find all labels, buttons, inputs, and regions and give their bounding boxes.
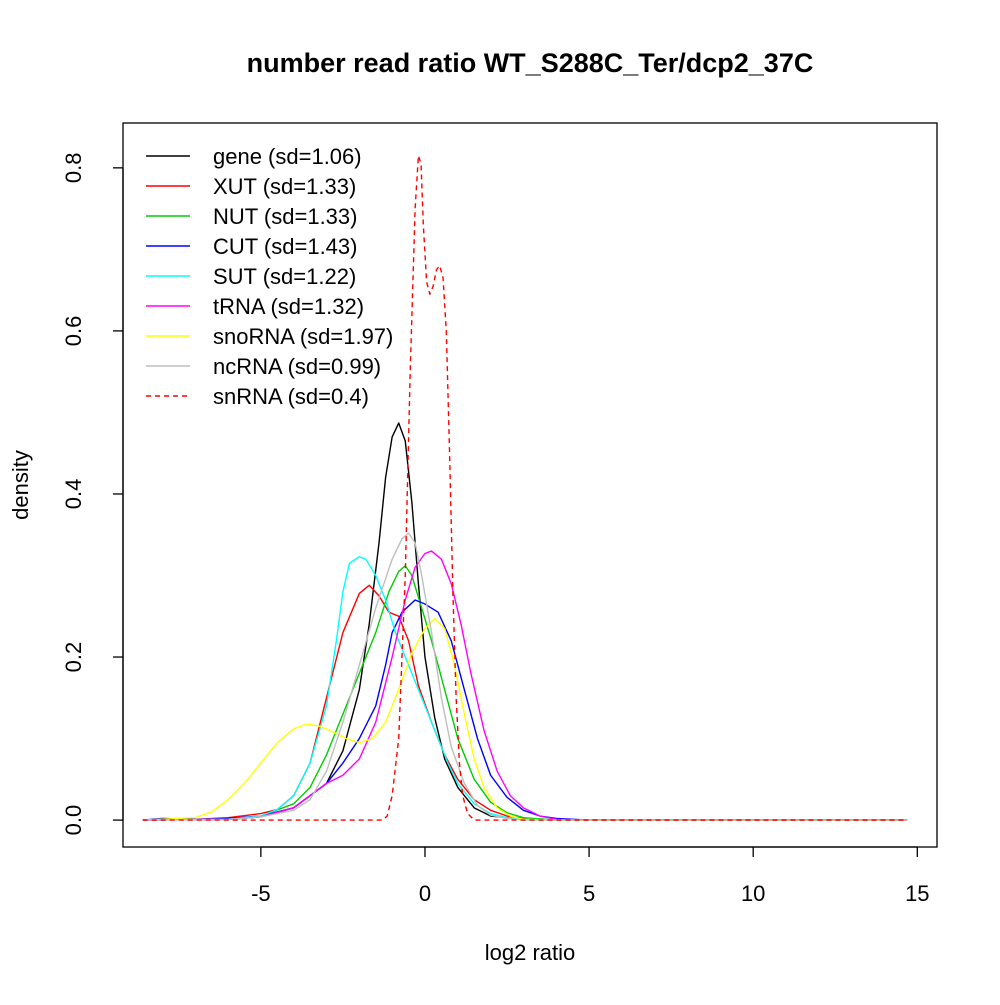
axes-layer: -5 0 5 10 15 0.0 0.2 0.4 0.6 0.8 <box>61 153 930 906</box>
series-line-4 <box>142 556 908 821</box>
y-tick-label-2: 0.4 <box>61 479 86 510</box>
x-axis-label: log2 ratio <box>485 940 576 965</box>
legend: gene (sd=1.06) XUT (sd=1.33) NUT (sd=1.33)… <box>146 144 393 409</box>
x-tick-label-0: -5 <box>251 881 271 906</box>
legend-label-2: NUT (sd=1.33) <box>213 204 357 229</box>
x-tick-label-3: 10 <box>741 881 765 906</box>
legend-label-4: SUT (sd=1.22) <box>213 264 356 289</box>
x-tick-label-1: 0 <box>419 881 431 906</box>
y-axis-label: density <box>8 450 33 520</box>
y-tick-label-1: 0.2 <box>61 642 86 673</box>
plot-layer <box>142 154 908 821</box>
legend-label-7: ncRNA (sd=0.99) <box>213 354 381 379</box>
chart-title: number read ratio WT_S288C_Ter/dcp2_37C <box>247 48 814 78</box>
x-tick-label-2: 5 <box>583 881 595 906</box>
series-line-8 <box>142 154 908 821</box>
legend-label-6: snoRNA (sd=1.97) <box>213 324 393 349</box>
x-tick-label-4: 15 <box>905 881 929 906</box>
series-line-7 <box>142 532 908 821</box>
legend-label-1: XUT (sd=1.33) <box>213 174 356 199</box>
legend-label-8: snRNA (sd=0.4) <box>213 384 369 409</box>
y-tick-label-3: 0.6 <box>61 316 86 347</box>
y-tick-label-0: 0.0 <box>61 805 86 836</box>
legend-label-3: CUT (sd=1.43) <box>213 234 357 259</box>
series-line-6 <box>142 618 908 821</box>
legend-label-0: gene (sd=1.06) <box>213 144 362 169</box>
legend-label-5: tRNA (sd=1.32) <box>213 294 364 319</box>
y-tick-label-4: 0.8 <box>61 153 86 184</box>
